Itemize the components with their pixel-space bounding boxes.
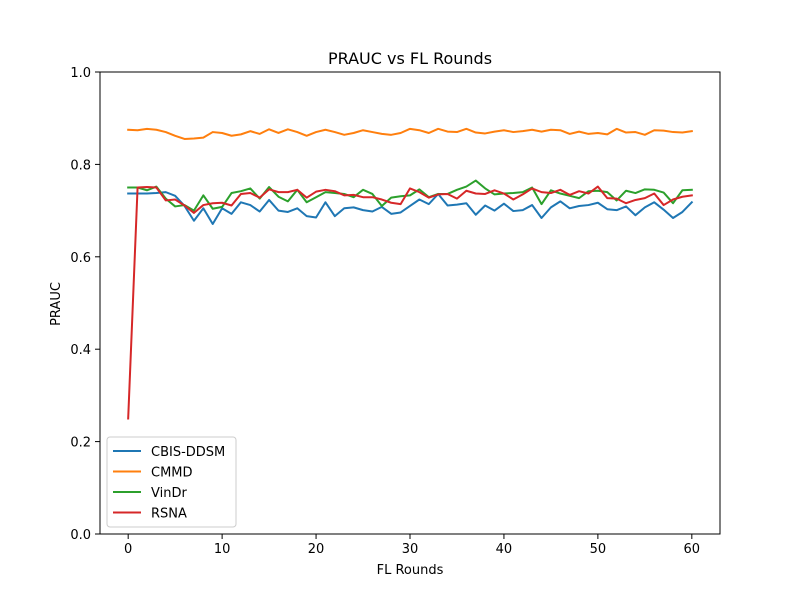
plot-area: 0 10 20 30 40 50 60 0.0 0.2 0.4 0.6 0.8 1.0 CBIS-DDSM… bbox=[70, 66, 721, 557]
y-tick-label: 0.0 bbox=[70, 528, 91, 543]
series-line-0 bbox=[127, 191, 694, 225]
x-tick-label: 10 bbox=[214, 542, 231, 557]
x-tick-label: 30 bbox=[402, 542, 419, 557]
x-tick-label: 0 bbox=[124, 542, 132, 557]
y-tick-label: 0.8 bbox=[70, 158, 91, 173]
chart-title: PRAUC vs FL Rounds bbox=[328, 49, 492, 68]
x-tick-label: 40 bbox=[496, 542, 513, 557]
legend-label: CMMD bbox=[151, 466, 193, 481]
legend-label: CBIS-DDSM bbox=[151, 445, 225, 460]
x-tick-label: 60 bbox=[684, 542, 701, 557]
y-tick-label: 0.4 bbox=[70, 343, 91, 358]
series-line-2 bbox=[127, 179, 693, 212]
series-line-1 bbox=[127, 127, 693, 140]
x-axis-label: FL Rounds bbox=[377, 563, 444, 578]
x-tick-label: 50 bbox=[590, 542, 607, 557]
y-tick-label: 0.6 bbox=[70, 251, 91, 266]
legend-box bbox=[106, 436, 237, 528]
legend-label: VinDr bbox=[151, 486, 187, 501]
y-tick-label: 1.0 bbox=[70, 66, 91, 81]
y-axis-label: PRAUC bbox=[49, 282, 64, 326]
series-line-3 bbox=[127, 185, 693, 420]
x-tick-label: 20 bbox=[308, 542, 325, 557]
y-tick-label: 0.2 bbox=[70, 436, 91, 451]
legend-label: RSNA bbox=[151, 507, 187, 522]
